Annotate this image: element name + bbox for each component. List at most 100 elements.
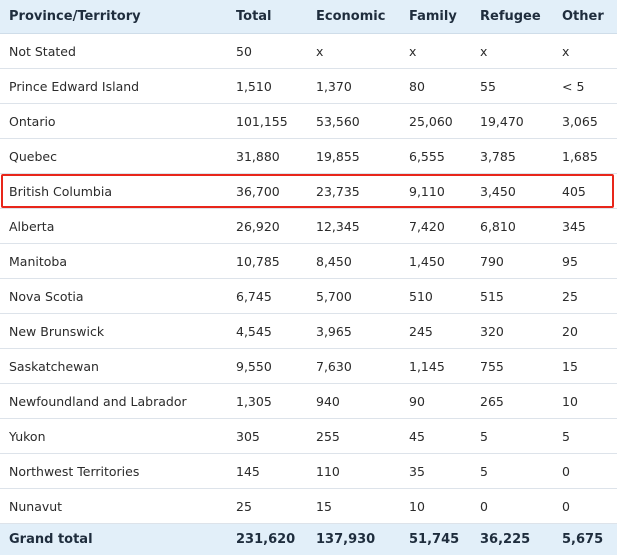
column-header-total[interactable]: Total bbox=[236, 9, 272, 24]
province-cell: Nunavut bbox=[9, 498, 63, 514]
refugee-cell: 265 bbox=[480, 393, 504, 409]
refugee-cell: 5 bbox=[480, 428, 488, 444]
family-cell: 245 bbox=[409, 323, 433, 339]
family-cell: 45 bbox=[409, 428, 425, 444]
total-cell: 36,700 bbox=[236, 183, 280, 199]
other-cell: 25 bbox=[562, 288, 578, 304]
province-cell: British Columbia bbox=[9, 183, 112, 199]
refugee-cell: 755 bbox=[480, 358, 504, 374]
family-cell: 7,420 bbox=[409, 218, 445, 234]
refugee-cell: 320 bbox=[480, 323, 504, 339]
province-cell: New Brunswick bbox=[9, 323, 105, 339]
column-header-family[interactable]: Family bbox=[409, 9, 457, 24]
economic-cell: 12,345 bbox=[316, 218, 360, 234]
grand-total-economic: 137,930 bbox=[316, 532, 376, 547]
economic-cell: 940 bbox=[316, 393, 340, 409]
total-cell: 305 bbox=[236, 428, 260, 444]
economic-cell: 5,700 bbox=[316, 288, 352, 304]
province-cell: Prince Edward Island bbox=[9, 78, 140, 94]
grand-total-refugee: 36,225 bbox=[480, 532, 531, 547]
column-header-province[interactable]: Province/Territory bbox=[9, 9, 141, 24]
economic-cell: 1,370 bbox=[316, 78, 352, 94]
table-row-yukon: Yukon 305 255 45 5 5 bbox=[0, 419, 617, 454]
family-cell: 35 bbox=[409, 463, 425, 479]
table-row-ontario: Ontario 101,155 53,560 25,060 19,470 3,0… bbox=[0, 104, 617, 139]
total-cell: 6,745 bbox=[236, 288, 272, 304]
economic-cell: 110 bbox=[316, 463, 340, 479]
total-cell: 1,305 bbox=[236, 393, 272, 409]
province-cell: Not Stated bbox=[9, 43, 76, 59]
refugee-cell: 790 bbox=[480, 253, 504, 269]
refugee-cell: 19,470 bbox=[480, 113, 524, 129]
province-cell: Ontario bbox=[9, 113, 56, 129]
economic-cell: 53,560 bbox=[316, 113, 360, 129]
other-cell: x bbox=[562, 43, 570, 59]
grand-total-row: Grand total 231,620 137,930 51,745 36,22… bbox=[0, 524, 617, 555]
total-cell: 26,920 bbox=[236, 218, 280, 234]
other-cell: 0 bbox=[562, 463, 570, 479]
economic-cell: 23,735 bbox=[316, 183, 360, 199]
other-cell: 95 bbox=[562, 253, 578, 269]
column-header-economic[interactable]: Economic bbox=[316, 9, 386, 24]
other-cell: 5 bbox=[562, 428, 570, 444]
other-cell: 345 bbox=[562, 218, 586, 234]
family-cell: 1,145 bbox=[409, 358, 445, 374]
table-row-nova-scotia: Nova Scotia 6,745 5,700 510 515 25 bbox=[0, 279, 617, 314]
total-cell: 50 bbox=[236, 43, 252, 59]
grand-total-other: 5,675 bbox=[562, 532, 604, 547]
table-row-saskatchewan: Saskatchewan 9,550 7,630 1,145 755 15 bbox=[0, 349, 617, 384]
province-cell: Alberta bbox=[9, 218, 55, 234]
refugee-cell: 515 bbox=[480, 288, 504, 304]
column-header-refugee[interactable]: Refugee bbox=[480, 9, 541, 24]
family-cell: 1,450 bbox=[409, 253, 445, 269]
table-row-new-brunswick: New Brunswick 4,545 3,965 245 320 20 bbox=[0, 314, 617, 349]
table-row-manitoba: Manitoba 10,785 8,450 1,450 790 95 bbox=[0, 244, 617, 279]
total-cell: 4,545 bbox=[236, 323, 272, 339]
table-row-northwest-territories: Northwest Territories 145 110 35 5 0 bbox=[0, 454, 617, 489]
table-row-british-columbia: British Columbia 36,700 23,735 9,110 3,4… bbox=[0, 174, 617, 209]
family-cell: 9,110 bbox=[409, 183, 445, 199]
province-cell: Saskatchewan bbox=[9, 358, 99, 374]
family-cell: x bbox=[409, 43, 417, 59]
family-cell: 6,555 bbox=[409, 148, 445, 164]
table-row-alberta: Alberta 26,920 12,345 7,420 6,810 345 bbox=[0, 209, 617, 244]
total-cell: 101,155 bbox=[236, 113, 288, 129]
economic-cell: 19,855 bbox=[316, 148, 360, 164]
family-cell: 90 bbox=[409, 393, 425, 409]
economic-cell: 7,630 bbox=[316, 358, 352, 374]
refugee-cell: 5 bbox=[480, 463, 488, 479]
table-row-newfoundland-and-labrador: Newfoundland and Labrador 1,305 940 90 2… bbox=[0, 384, 617, 419]
total-cell: 25 bbox=[236, 498, 252, 514]
table-row-not-stated: Not Stated 50 x x x x bbox=[0, 34, 617, 69]
grand-total-total: 231,620 bbox=[236, 532, 296, 547]
other-cell: 0 bbox=[562, 498, 570, 514]
family-cell: 10 bbox=[409, 498, 425, 514]
column-header-other[interactable]: Other bbox=[562, 9, 604, 24]
economic-cell: x bbox=[316, 43, 324, 59]
refugee-cell: 0 bbox=[480, 498, 488, 514]
province-cell: Yukon bbox=[9, 428, 46, 444]
total-cell: 31,880 bbox=[236, 148, 280, 164]
refugee-cell: 6,810 bbox=[480, 218, 516, 234]
economic-cell: 15 bbox=[316, 498, 332, 514]
economic-cell: 8,450 bbox=[316, 253, 352, 269]
other-cell: 15 bbox=[562, 358, 578, 374]
refugee-cell: 3,785 bbox=[480, 148, 516, 164]
grand-total-family: 51,745 bbox=[409, 532, 460, 547]
table-row-quebec: Quebec 31,880 19,855 6,555 3,785 1,685 bbox=[0, 139, 617, 174]
total-cell: 145 bbox=[236, 463, 260, 479]
other-cell: 405 bbox=[562, 183, 586, 199]
refugee-cell: x bbox=[480, 43, 488, 59]
economic-cell: 3,965 bbox=[316, 323, 352, 339]
other-cell: 1,685 bbox=[562, 148, 598, 164]
other-cell: 20 bbox=[562, 323, 578, 339]
table-header-row: Province/Territory Total Economic Family… bbox=[0, 0, 617, 34]
total-cell: 1,510 bbox=[236, 78, 272, 94]
total-cell: 10,785 bbox=[236, 253, 280, 269]
family-cell: 510 bbox=[409, 288, 433, 304]
province-cell: Newfoundland and Labrador bbox=[9, 393, 187, 409]
other-cell: < 5 bbox=[562, 78, 585, 94]
other-cell: 10 bbox=[562, 393, 578, 409]
family-cell: 80 bbox=[409, 78, 425, 94]
